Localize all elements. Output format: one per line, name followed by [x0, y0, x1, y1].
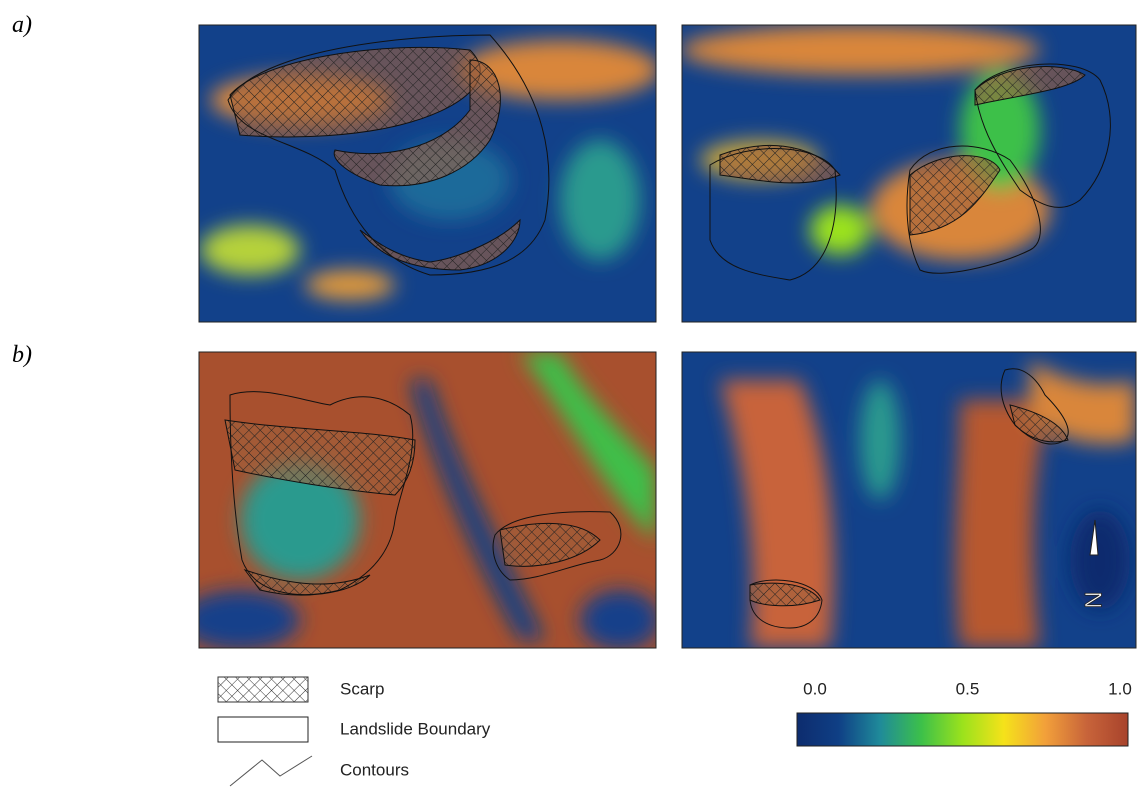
- colorbar: [797, 713, 1128, 746]
- row-label: a): [12, 12, 32, 38]
- legend-label: Contours: [340, 760, 409, 779]
- map-panel: [199, 25, 660, 322]
- colorbar-ticks: 0.0 0.5 1.0: [803, 679, 1132, 698]
- figure: a) b): [0, 0, 1139, 792]
- map-panel: [680, 25, 1136, 322]
- legend-label: Landslide Boundary: [340, 719, 491, 738]
- colorbar-tick-label: 0.0: [803, 679, 827, 698]
- row-label: b): [12, 342, 32, 368]
- legend: Scarp Landslide Boundary Contours: [218, 677, 491, 786]
- legend-swatch: [218, 717, 308, 742]
- colorbar-tick-label: 1.0: [1108, 679, 1132, 698]
- north-label: N: [1080, 591, 1107, 608]
- colorbar-tick-label: 0.5: [956, 679, 980, 698]
- map-panel: N: [682, 352, 1136, 648]
- legend-swatch: [218, 677, 308, 702]
- legend-label: Scarp: [340, 679, 384, 698]
- map-panel: [180, 352, 660, 650]
- legend-swatch: [230, 756, 312, 786]
